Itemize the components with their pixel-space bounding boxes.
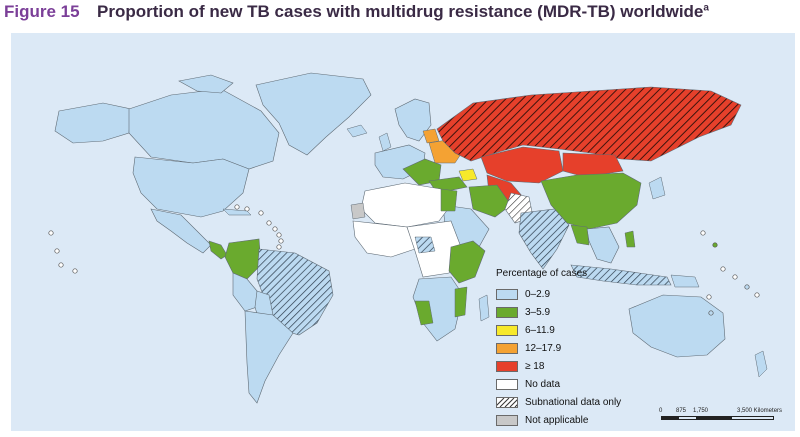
legend-item-6-11.9: 6–11.9 [496, 322, 666, 338]
region-iceland [346, 124, 368, 138]
legend-label-12-17.9: 12–17.9 [525, 342, 562, 354]
legend-label-3-5.9: 3–5.9 [525, 306, 551, 318]
figure-label: Figure 15 [4, 2, 80, 21]
scale-tick-875: 875 [676, 408, 687, 414]
legend-swatch-no-data [496, 378, 518, 390]
region-caucasus [458, 168, 478, 182]
region-nigeria [414, 236, 436, 254]
region-canada [128, 88, 280, 170]
pacific-islands-east [700, 230, 760, 316]
scale-segment-1 [662, 417, 679, 419]
legend-swatch-6-11.9 [496, 324, 518, 336]
legend-swatch-3-5.9 [496, 306, 518, 318]
region-canada-islands [178, 74, 234, 94]
legend-swatch-not-applicable [496, 414, 518, 426]
legend-item-18-plus: ≥ 18 [496, 358, 666, 374]
region-east-africa [448, 240, 486, 284]
legend-item-3-5.9: 3–5.9 [496, 304, 666, 320]
legend-item-0-2.9: 0–2.9 [496, 286, 666, 302]
legend-swatch-12-17.9 [496, 342, 518, 354]
region-mozambique [454, 286, 468, 318]
legend-swatch-subnational [496, 396, 518, 408]
region-australia [628, 294, 726, 358]
legend-label-6-11.9: 6–11.9 [525, 324, 555, 336]
region-mexico [150, 208, 212, 254]
region-brazil [256, 248, 334, 336]
region-papua [670, 274, 700, 288]
region-uk [378, 132, 392, 152]
region-greenland [255, 72, 372, 156]
legend-label-not-applicable: Not applicable [525, 414, 589, 426]
region-philippines [624, 230, 636, 248]
legend-title: Percentage of cases [496, 268, 588, 279]
region-southeast-asia [586, 226, 620, 264]
legend-item-no-data: No data [496, 376, 666, 392]
legend-swatch-0-2.9 [496, 288, 518, 300]
region-usa [132, 156, 250, 218]
legend: Percentage of cases 0–2.9 3–5.9 6–11.9 1… [496, 268, 666, 430]
legend-item-subnational: Subnational data only [496, 394, 666, 410]
region-central-america [208, 240, 228, 260]
figure-title: Proportion of new TB cases with multidru… [97, 2, 709, 22]
legend-label-no-data: No data [525, 378, 561, 390]
region-new-zealand [754, 350, 768, 378]
region-namibia [414, 300, 434, 326]
scale-tick-0: 0 [659, 408, 663, 414]
legend-label-0-2.9: 0–2.9 [525, 288, 551, 300]
region-egypt [440, 188, 458, 212]
legend-label-18-plus: ≥ 18 [525, 360, 545, 372]
region-alaska [54, 102, 132, 144]
legend-label-subnational: Subnational data only [525, 396, 622, 408]
legend-swatch-18-plus [496, 360, 518, 372]
region-baltic [422, 128, 440, 144]
region-myanmar [570, 224, 590, 246]
world-map [48, 72, 768, 404]
scale-bar-graphic [661, 416, 774, 420]
region-north-africa [360, 182, 452, 228]
region-southern-cone [244, 310, 294, 404]
figure-title-footnote: a [703, 2, 709, 14]
figure-title-text: Proportion of new TB cases with multidru… [97, 2, 704, 21]
scale-segment-2 [696, 417, 732, 419]
region-madagascar [478, 294, 490, 322]
region-peru [232, 272, 258, 312]
region-west-sahara [350, 202, 366, 220]
region-india [518, 208, 570, 270]
scale-bar: 0 875 1,750 3,500 Kilometers [659, 408, 789, 430]
region-cuba [222, 208, 252, 216]
caribbean-islands [234, 204, 284, 250]
region-iran [468, 184, 512, 218]
region-colombia-ecuador [224, 238, 262, 280]
legend-item-12-17.9: 12–17.9 [496, 340, 666, 356]
region-kazakhstan [480, 146, 564, 184]
scale-tick-3500: 3,500 Kilometers [737, 408, 783, 414]
world-map-panel [11, 33, 795, 431]
region-russia [436, 86, 742, 162]
legend-item-not-applicable: Not applicable [496, 412, 666, 428]
figure-header: Figure 15 Proportion of new TB cases wit… [0, 0, 800, 28]
pacific-islands-west [48, 230, 78, 274]
scale-tick-1750: 1,750 [693, 408, 709, 414]
region-eastern-europe-green [402, 158, 442, 186]
region-southern-africa [412, 276, 464, 342]
region-indonesia [570, 264, 672, 286]
region-china [540, 172, 642, 230]
region-korea-japan [648, 176, 666, 200]
